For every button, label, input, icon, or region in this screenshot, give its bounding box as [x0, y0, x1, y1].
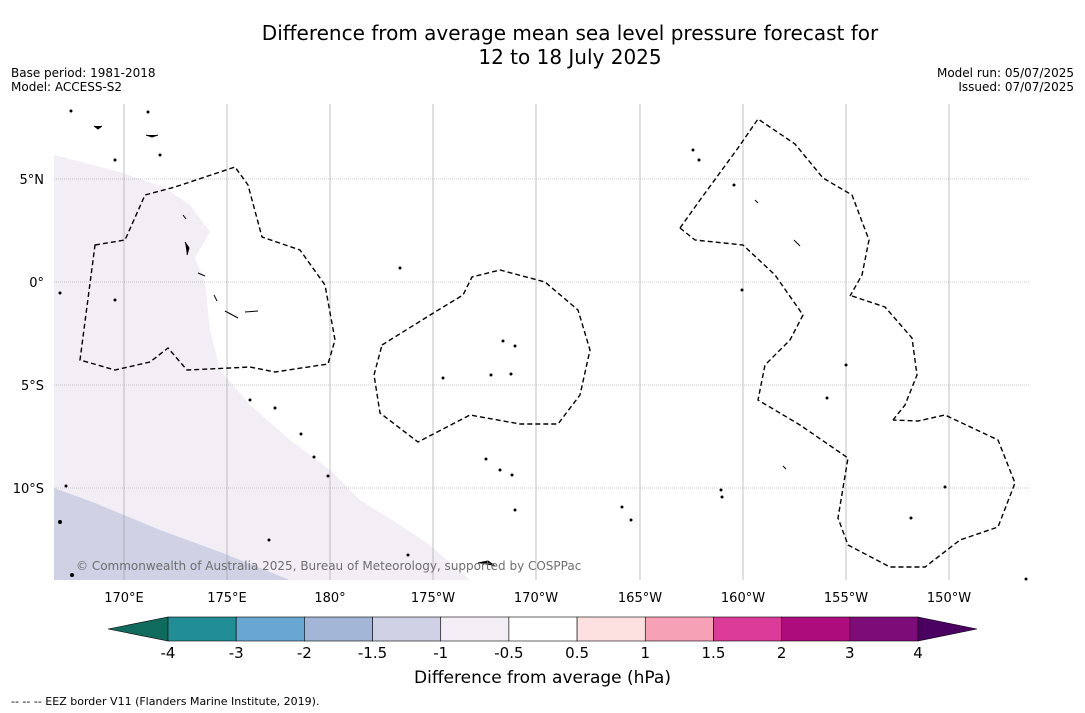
lon-label-170w: 170°W	[514, 591, 558, 606]
colorbar-tick-label: 4	[913, 644, 923, 662]
colorbar-tick-label: 1.5	[702, 644, 726, 662]
lat-label-0: 0°	[29, 276, 44, 291]
chart-title-line2: 12 to 18 July 2025	[478, 45, 662, 69]
lat-label-5s: 5°S	[21, 379, 44, 394]
lon-label-155w: 155°W	[824, 591, 868, 606]
model-label: Model: ACCESS-S2	[11, 80, 123, 94]
issued-label: Issued: 07/07/2025	[958, 80, 1074, 94]
eez-border-kiribati-gilbert	[79, 166, 336, 373]
colorbar-segment	[849, 616, 919, 642]
islands	[58, 109, 1028, 581]
colorbar-tick-label: 3	[845, 644, 855, 662]
anomaly-region-medium	[54, 488, 290, 580]
anomaly-region-light	[54, 155, 470, 580]
colorbar-extend-min	[107, 616, 169, 642]
colorbar-tick-label: -1	[433, 644, 448, 662]
colorbar-tick-label: -4	[161, 644, 176, 662]
eez-border-tokelau	[373, 269, 591, 443]
colorbar-segment	[713, 616, 782, 642]
colorbar-extend-max	[917, 616, 978, 642]
colorbar-tick-label: 0.5	[565, 644, 589, 662]
base-period-label: Base period: 1981-2018	[11, 66, 156, 80]
colorbar-segment	[440, 616, 510, 642]
colorbar-tick-label: -2	[297, 644, 312, 662]
colorbar-tick-label: -3	[229, 644, 244, 662]
colorbar-tick-label: -1.5	[358, 644, 387, 662]
lon-label-160w: 160°W	[721, 591, 765, 606]
lon-label-150w: 150°W	[927, 591, 971, 606]
lon-label-170e: 170°E	[104, 591, 144, 606]
lon-label-175w: 175°W	[411, 591, 455, 606]
colorbar-segment	[644, 616, 714, 642]
lon-label-175e: 175°E	[207, 591, 247, 606]
colorbar-tick-label: 1	[640, 644, 650, 662]
colorbar-title: Difference from average (hPa)	[414, 668, 671, 688]
model-run-label: Model run: 05/07/2025	[936, 66, 1074, 80]
eez-border-southern-line	[679, 227, 1016, 568]
colorbar: -4 -3 -2 -1.5 -1 -0.5 0.5 1 1.5 2 3 4	[107, 616, 978, 662]
colorbar-segment	[372, 616, 442, 642]
eez-border-kiribati-line	[679, 118, 918, 421]
eez-borders	[79, 118, 1016, 568]
colorbar-tick-label: -0.5	[494, 644, 523, 662]
colorbar-tick-label: 2	[777, 644, 787, 662]
colorbar-segment	[508, 616, 578, 642]
chart-title-line1: Difference from average mean sea level p…	[261, 21, 879, 45]
eez-legend-note: -- -- -- EEZ border V11 (Flanders Marine…	[11, 695, 320, 708]
colorbar-segment	[235, 616, 305, 642]
lat-label-10s: 10°S	[13, 482, 44, 497]
lon-label-165w: 165°W	[618, 591, 662, 606]
colorbar-segment	[781, 616, 851, 642]
colorbar-segment	[167, 616, 237, 642]
lon-label-180: 180°	[314, 591, 345, 606]
lat-label-5n: 5°N	[20, 173, 45, 188]
gridlines	[54, 104, 1030, 580]
colorbar-segment	[304, 616, 373, 642]
colorbar-segment	[576, 616, 646, 642]
copyright-notice: © Commonwealth of Australia 2025, Bureau…	[76, 559, 581, 573]
